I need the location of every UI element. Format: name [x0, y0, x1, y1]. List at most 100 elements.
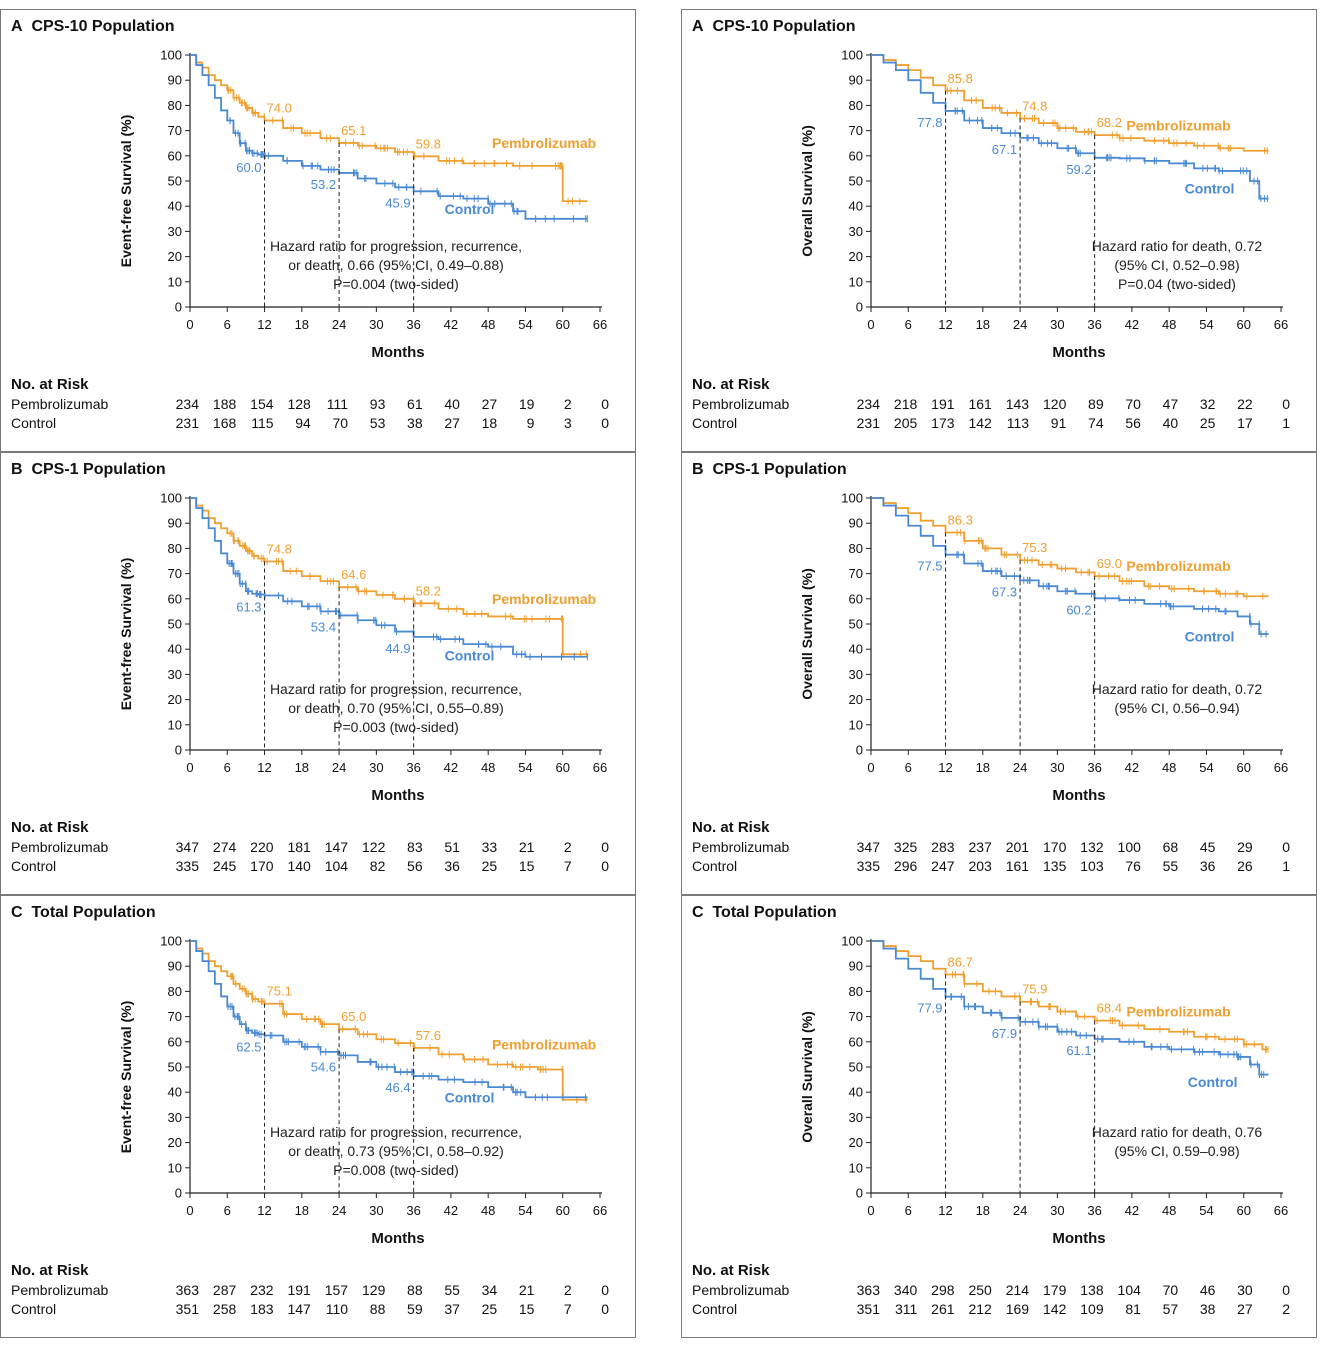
risk-cell: 74 [1088, 415, 1104, 431]
control-censor-marks [227, 1003, 587, 1101]
x-tick-label: 0 [867, 1203, 874, 1218]
panel-title: B CPS-1 Population [692, 461, 847, 478]
x-tick-label: 12 [938, 760, 952, 775]
y-tick-label: 50 [849, 174, 863, 189]
risk-cell: 168 [212, 415, 237, 431]
pembro-landmark-label: 86.3 [948, 513, 973, 528]
control-censor-marks [228, 560, 588, 661]
x-tick-label: 18 [295, 760, 309, 775]
pembro-series-label: Pembrolizumab [1126, 118, 1230, 134]
y-tick-label: 0 [175, 743, 182, 758]
risk-table-heading: No. at Risk [11, 819, 89, 836]
y-tick-label: 0 [856, 743, 863, 758]
x-tick-label: 30 [369, 1203, 383, 1218]
risk-table: No. at Risk Pembrolizumab 234 218 191 161 143 1… [692, 376, 1292, 434]
y-tick-label: 70 [849, 1009, 863, 1024]
risk-cell: 218 [893, 396, 918, 412]
control-landmark-label: 53.2 [311, 177, 336, 192]
risk-cell: 36 [1199, 858, 1216, 874]
x-tick-label: 66 [1274, 1203, 1288, 1218]
risk-cell: 7 [563, 1301, 572, 1317]
risk-cell: 29 [1237, 839, 1253, 855]
x-tick-label: 48 [481, 760, 495, 775]
risk-cell: 0 [601, 858, 609, 874]
risk-cell: 21 [518, 1282, 535, 1298]
risk-row-label: Pembrolizumab [692, 396, 790, 412]
pembro-survival-curve [871, 940, 1269, 1051]
x-tick-label: 18 [295, 1203, 309, 1218]
risk-cell: 45 [1199, 839, 1216, 855]
control-landmark-label: 67.1 [992, 142, 1017, 157]
risk-cell: 188 [212, 396, 237, 412]
risk-cell: 56 [407, 858, 423, 874]
control-landmark-label: 53.4 [311, 619, 336, 634]
y-tick-label: 50 [168, 1060, 182, 1075]
x-tick-label: 54 [1199, 1203, 1213, 1218]
panel-efs-c: C Total Population 0 10 20 30 40 50 60 70 80 90 10… [0, 895, 636, 1338]
risk-cell: 154 [250, 396, 274, 412]
risk-cell: 138 [1080, 1282, 1104, 1298]
risk-cell: 231 [175, 415, 199, 431]
x-tick-label: 42 [1125, 317, 1139, 332]
risk-cell: 111 [326, 396, 349, 412]
pembro-censor-marks [946, 87, 1268, 155]
x-tick-label: 0 [186, 1203, 193, 1218]
pembro-landmark-label: 69.0 [1097, 556, 1122, 571]
panel-os-a: A CPS-10 Population 0 10 20 30 40 50 60 70 80 90 1… [681, 9, 1317, 452]
control-survival-curve [190, 497, 588, 658]
hazard-ratio-text: P=0.008 (two-sided) [333, 1162, 459, 1178]
hazard-ratio-text: Hazard ratio for progression, recurrence… [270, 1124, 522, 1140]
y-tick-label: 20 [168, 1135, 182, 1150]
x-tick-label: 0 [867, 317, 874, 332]
control-landmark-label: 77.8 [917, 115, 942, 130]
x-tick-label: 18 [976, 317, 990, 332]
risk-cell: 53 [369, 415, 386, 431]
control-landmark-label: 60.2 [1066, 602, 1091, 617]
risk-cell: 21 [518, 839, 535, 855]
y-tick-label: 40 [849, 1085, 863, 1100]
risk-cell: 298 [931, 1282, 955, 1298]
pembro-landmark-label: 65.0 [341, 1009, 366, 1024]
y-tick-label: 60 [168, 148, 182, 163]
y-tick-label: 70 [168, 1009, 182, 1024]
y-tick-label: 90 [849, 959, 863, 974]
risk-cell: 191 [287, 1282, 311, 1298]
risk-cell: 340 [893, 1282, 918, 1298]
risk-table-heading: No. at Risk [692, 819, 770, 836]
x-tick-label: 0 [186, 760, 193, 775]
y-tick-label: 10 [849, 1160, 863, 1175]
risk-cell: 161 [1005, 858, 1030, 874]
y-tick-label: 20 [849, 249, 863, 264]
risk-row-label: Control [11, 1301, 57, 1317]
risk-row: Pembrolizumab 234 218 191 161 143 120 89 70 47 32 2… [692, 396, 1292, 415]
y-tick-label: 30 [168, 224, 182, 239]
y-tick-label: 10 [168, 717, 182, 732]
pembro-survival-curve [190, 940, 588, 1101]
risk-cell: 143 [1005, 396, 1030, 412]
hazard-ratio-text: P=0.003 (two-sided) [333, 719, 459, 735]
risk-cell: 234 [175, 396, 199, 412]
km-plot: 0 10 20 30 40 50 60 70 80 90 100 0 6 12 18 24 30 36 42 48 54… [799, 48, 1288, 362]
y-tick-label: 10 [849, 274, 863, 289]
risk-cell: 37 [444, 1301, 460, 1317]
risk-cell: 201 [1005, 839, 1030, 855]
risk-cell: 104 [324, 858, 349, 874]
x-axis-label: Months [371, 787, 424, 804]
x-tick-label: 24 [332, 317, 346, 332]
x-tick-label: 36 [406, 1203, 420, 1218]
x-tick-label: 42 [444, 1203, 458, 1218]
y-tick-label: 10 [849, 717, 863, 732]
x-axis-label: Months [371, 344, 424, 361]
control-series-label: Control [445, 201, 495, 217]
risk-table-heading: No. at Risk [692, 1262, 770, 1279]
x-tick-label: 6 [905, 1203, 912, 1218]
risk-cell: 0 [1282, 1282, 1290, 1298]
x-tick-label: 48 [481, 317, 495, 332]
control-landmark-label: 46.4 [385, 1080, 410, 1095]
risk-cell: 59 [407, 1301, 423, 1317]
risk-cell: 2 [1282, 1301, 1290, 1317]
risk-cell: 91 [1050, 415, 1067, 431]
risk-cell: 38 [407, 415, 423, 431]
hazard-ratio-text: or death, 0.70 (95% CI, 0.55–0.89) [288, 700, 504, 716]
risk-cell: 9 [526, 415, 535, 431]
